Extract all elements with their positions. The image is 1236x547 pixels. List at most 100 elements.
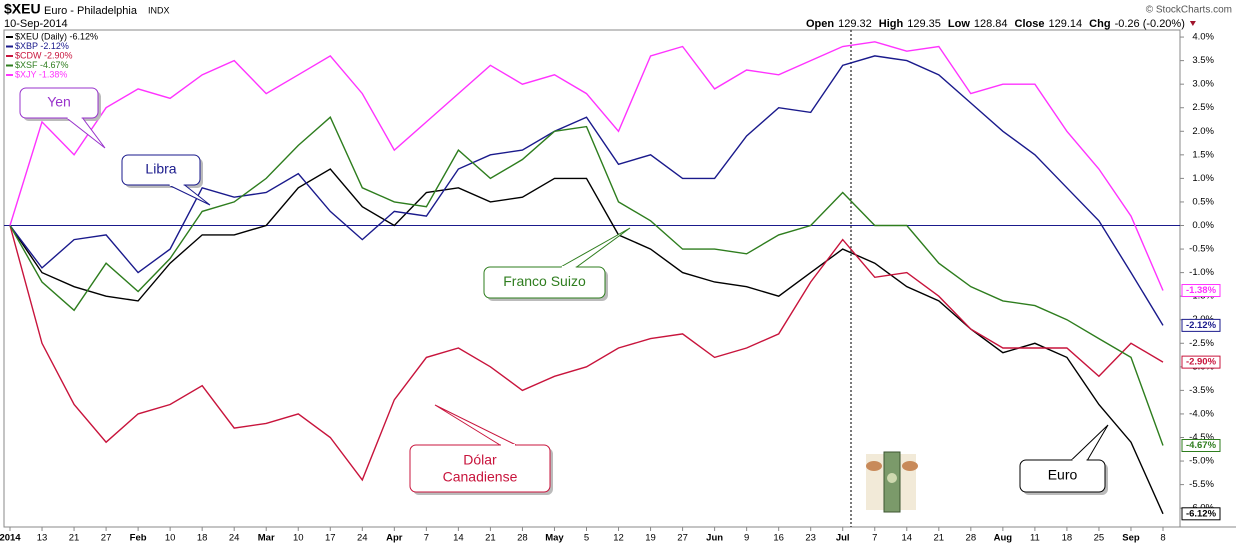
credit: © StockCharts.com <box>1146 5 1232 16</box>
x-tick-label: 27 <box>677 533 688 544</box>
end-label-box <box>1181 507 1221 521</box>
series-line <box>9 55 1164 326</box>
callout-pointer <box>1071 424 1109 461</box>
annotation: Yen <box>47 94 71 110</box>
y-tick-label: -4.0% <box>1189 408 1214 419</box>
y-tick-label: -3.5% <box>1189 385 1214 396</box>
chart-title: Euro - Philadelphia <box>44 5 138 17</box>
x-tick-label: 14 <box>453 533 464 544</box>
annotation: Libra <box>145 161 176 177</box>
quote-label: High <box>879 18 904 30</box>
annotation-line: Dólar <box>463 451 497 467</box>
end-label-box <box>1181 318 1221 332</box>
x-tick-label: 28 <box>966 533 977 544</box>
y-tick-label: -2.5% <box>1189 338 1214 349</box>
end-label: -1.38% <box>1186 285 1217 296</box>
x-tick-label: May <box>545 533 564 544</box>
x-tick-label: 21 <box>934 533 945 544</box>
y-tick-label: 2.0% <box>1192 126 1214 137</box>
x-tick-label: 23 <box>805 533 816 544</box>
x-tick-label: 10 <box>293 533 304 544</box>
y-tick-label: 0.5% <box>1192 196 1214 207</box>
y-tick-label: 1.0% <box>1192 173 1214 184</box>
x-tick-label: 18 <box>197 533 208 544</box>
x-tick-label: 21 <box>485 533 496 544</box>
callout-box <box>483 266 606 299</box>
callout-box <box>1019 459 1106 493</box>
x-tick-label: 9 <box>744 533 749 544</box>
series-line <box>9 41 1164 291</box>
y-tick-label: 0.0% <box>1192 220 1214 231</box>
bill-face <box>887 473 897 483</box>
y-tick-label: -4.5% <box>1189 432 1214 443</box>
quote-label: Low <box>948 18 970 30</box>
x-tick-label: 13 <box>37 533 48 544</box>
x-tick-label: 25 <box>1094 533 1105 544</box>
x-tick-label: Jun <box>706 533 723 544</box>
y-tick-label: -5.0% <box>1189 456 1214 467</box>
callout-pointer <box>168 184 211 206</box>
callout-box <box>19 87 99 119</box>
series-line <box>9 116 1164 446</box>
date: 10-Sep-2014 <box>4 18 68 30</box>
series-line <box>9 225 1164 482</box>
callout-pointer <box>66 117 106 149</box>
legend-entry: $XSF -4.67% <box>15 60 69 70</box>
callout-box <box>409 444 551 493</box>
x-tick-label: 2014 <box>0 533 21 544</box>
y-tick-label: 3.0% <box>1192 79 1214 90</box>
x-tick-label: Mar <box>258 533 275 544</box>
y-tick-label: -5.5% <box>1189 479 1214 490</box>
x-tick-label: 12 <box>613 533 624 544</box>
x-tick-label: 14 <box>901 533 912 544</box>
quote-value: 129.35 <box>907 18 941 30</box>
x-tick-label: 16 <box>773 533 784 544</box>
x-tick-label: Apr <box>386 533 403 544</box>
arm <box>902 461 918 471</box>
quote-value: 129.14 <box>1049 18 1083 30</box>
annotation: Franco Suizo <box>503 273 586 289</box>
quote-label: Chg <box>1089 18 1110 30</box>
arm <box>866 461 882 471</box>
y-tick-label: 2.5% <box>1192 102 1214 113</box>
annotation: Dólar Canadiense <box>443 451 518 484</box>
x-tick-label: 21 <box>69 533 80 544</box>
exchange: INDX <box>148 5 170 15</box>
legend-entry: $XEU (Daily) -6.12% <box>15 31 98 41</box>
y-tick-label: 4.0% <box>1192 32 1214 43</box>
end-label-box <box>1181 439 1221 453</box>
y-tick-label: -0.5% <box>1189 244 1214 255</box>
x-tick-label: Jul <box>836 533 850 544</box>
quote-value: -0.26 (-0.20%) <box>1115 18 1185 30</box>
x-tick-label: 7 <box>872 533 877 544</box>
legend-entry: $CDW -2.90% <box>15 50 73 60</box>
end-label: -2.12% <box>1186 320 1217 331</box>
callout-box <box>121 154 201 186</box>
x-tick-label: 18 <box>1062 533 1073 544</box>
dollar-icon <box>866 451 918 513</box>
x-tick-label: 7 <box>424 533 429 544</box>
x-tick-label: 28 <box>517 533 528 544</box>
end-label-box <box>1181 355 1221 369</box>
y-tick-label: 3.5% <box>1192 55 1214 66</box>
quote-label: Close <box>1015 18 1045 30</box>
quote: Open 129.32 High 129.35 Low 128.84 Close 129.14… <box>806 18 1196 30</box>
x-tick-label: 27 <box>101 533 112 544</box>
down-arrow <box>1189 21 1196 26</box>
end-label: -6.12% <box>1186 508 1217 519</box>
plot-frame <box>3 29 1181 528</box>
legend-entry: $XJY -1.38% <box>15 69 67 79</box>
quote-label: Open <box>806 18 834 30</box>
x-tick-label: 24 <box>357 533 368 544</box>
x-tick-label: 5 <box>584 533 589 544</box>
x-tick-label: 11 <box>1030 533 1040 544</box>
annotation: Euro <box>1048 467 1078 483</box>
quote-value: 129.32 <box>838 18 872 30</box>
quote-value: 128.84 <box>974 18 1008 30</box>
x-tick-label: Feb <box>130 533 147 544</box>
annotation-line: Canadiense <box>443 468 518 484</box>
y-tick-label: 1.5% <box>1192 149 1214 160</box>
legend-entry: $XBP -2.12% <box>15 41 69 51</box>
